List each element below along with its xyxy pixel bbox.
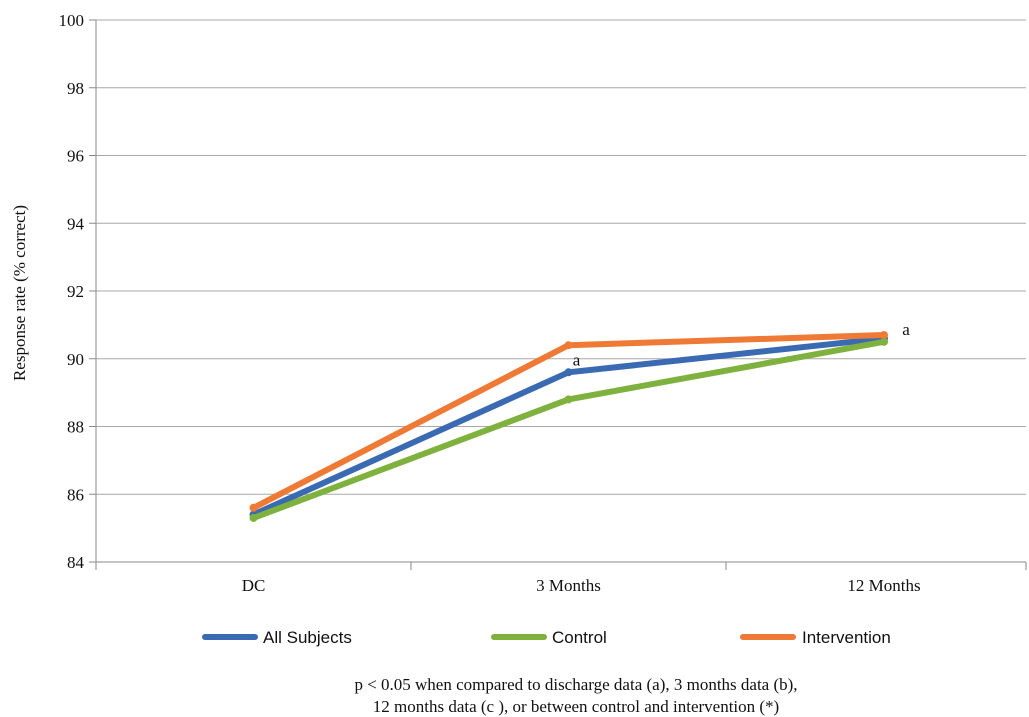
legend-label: All Subjects	[263, 628, 352, 647]
series-control	[249, 337, 888, 522]
footnote-line-1: p < 0.05 when compared to discharge data…	[354, 675, 797, 694]
x-tick-label: 3 Months	[536, 576, 601, 595]
data-point	[249, 503, 258, 512]
x-tick-label: 12 Months	[847, 576, 920, 595]
legend-label: Intervention	[802, 628, 891, 647]
legend-label: Control	[552, 628, 607, 647]
y-tick-label: 88	[67, 418, 84, 437]
annotation-label: a	[573, 350, 581, 369]
legend-item-intervention: Intervention	[740, 628, 891, 647]
series-line	[250, 338, 887, 521]
legend: All Subjects Control Intervention	[202, 628, 891, 647]
y-tick-label: 96	[67, 147, 84, 166]
data-point	[880, 337, 888, 346]
data-point	[249, 513, 258, 522]
legend-item-control: Control	[491, 628, 607, 647]
data-point	[564, 395, 573, 404]
y-tick-label: 86	[67, 485, 84, 504]
y-tick-label: 94	[67, 214, 85, 233]
x-tick-labels: DC 3 Months 12 Months	[242, 576, 921, 595]
data-point	[880, 331, 888, 340]
y-tick-label: 100	[59, 11, 85, 30]
legend-item-all-subjects: All Subjects	[202, 628, 352, 647]
y-tick-label: 84	[67, 553, 85, 572]
axes	[89, 19, 1027, 570]
data-point	[564, 341, 573, 350]
annotation-label: a	[902, 320, 910, 339]
data-point	[564, 368, 573, 377]
y-tick-label: 92	[67, 282, 84, 301]
y-axis-title: Response rate (% correct)	[10, 205, 29, 381]
gridlines	[96, 19, 1026, 495]
annotations: aa	[573, 320, 911, 369]
footnote-line-2: 12 months data (c ), or between control …	[373, 697, 779, 716]
series-intervention	[249, 331, 888, 512]
y-tick-label: 90	[67, 350, 84, 369]
y-tick-labels: 84 86 88 90 92 94 96 98 100	[59, 11, 85, 572]
y-tick-label: 98	[67, 79, 84, 98]
series-lines	[249, 331, 888, 522]
x-tick-label: DC	[242, 576, 266, 595]
